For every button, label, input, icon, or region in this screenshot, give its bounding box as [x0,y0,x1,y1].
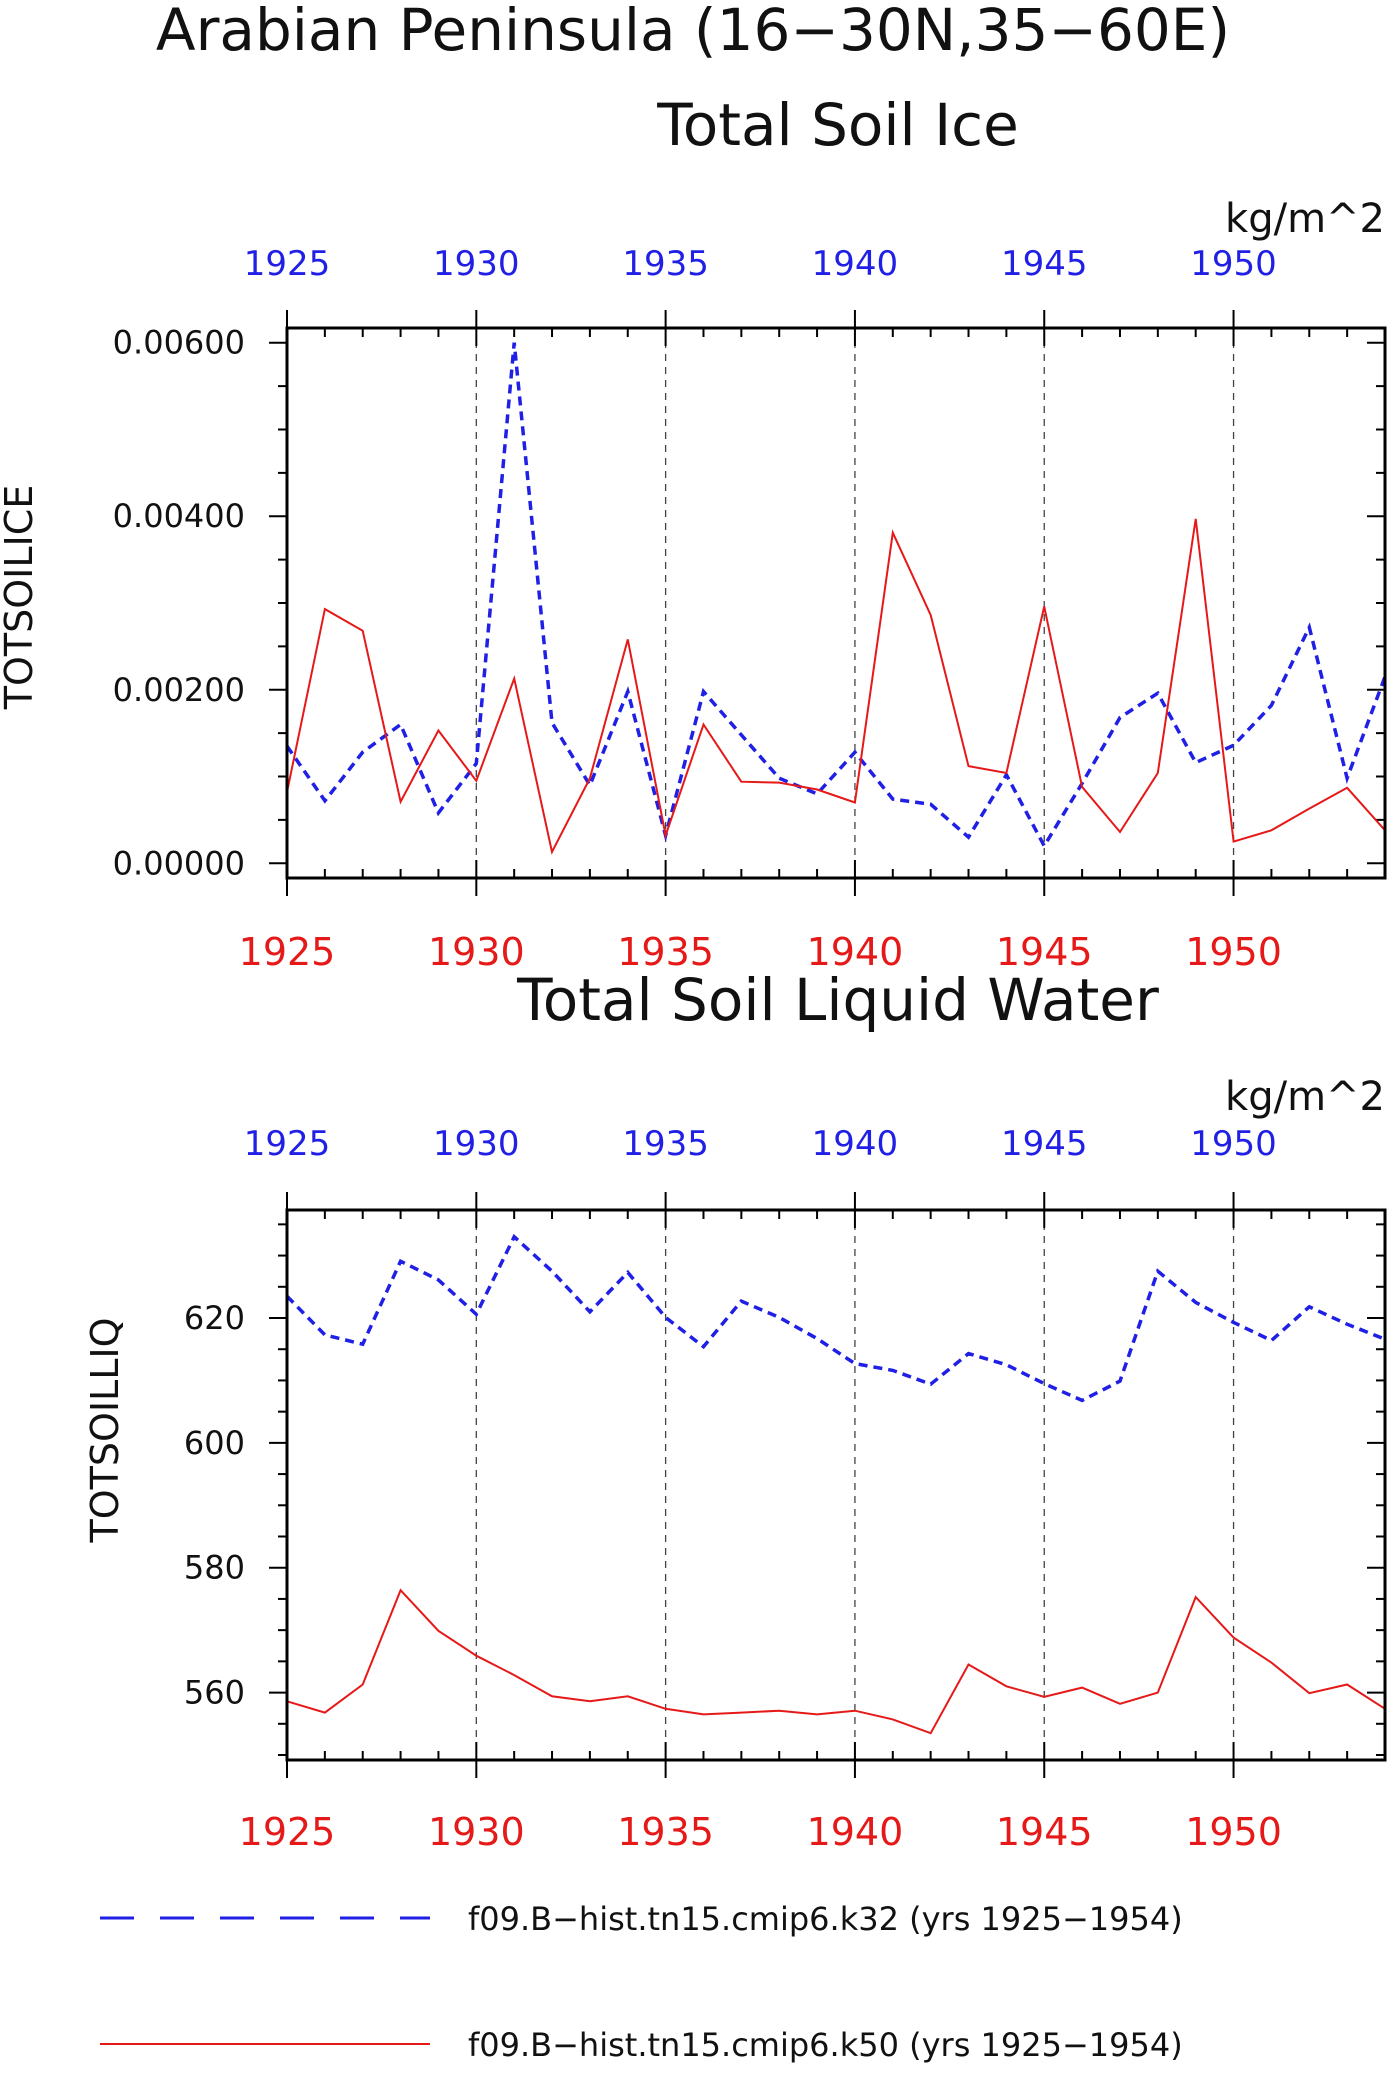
panel-soil-liquid-water: Total Soil Liquid Water kg/m^2 TOTSOILLI… [83,966,1387,1854]
x-tick-label-bottom: 1935 [617,1810,714,1854]
plot-frame [285,1208,1387,1762]
legend-label-k32: f09.B−hist.tn15.cmip6.k32 (yrs 1925−1954… [468,1900,1183,1938]
legend: f09.B−hist.tn15.cmip6.k32 (yrs 1925−1954… [100,1900,1183,2064]
panel-title: Total Soil Ice [656,91,1019,159]
x-tick-label-bottom: 1940 [807,930,904,974]
x-tick-label-bottom: 1925 [239,1810,336,1854]
x-tick-label-bottom: 1945 [996,930,1093,974]
x-tick-label-top: 1930 [433,244,520,284]
panel-soil-ice: Total Soil Ice kg/m^2 TOTSOILICE 0.00000… [0,91,1387,974]
units-label: kg/m^2 [1225,1074,1385,1120]
series-line-k50 [286,1588,1386,1735]
y-axis-label: TOTSOILICE [0,485,41,711]
y-tick-label: 600 [184,1424,245,1462]
x-tick-label-top: 1945 [1001,1124,1088,1164]
y-tick-label: 0.00000 [113,844,245,882]
x-tick-label-bottom: 1930 [428,1810,525,1854]
x-tick-label-top: 1950 [1190,244,1277,284]
series-line-k32 [285,1233,1386,1403]
series-line-k50 [286,518,1386,855]
y-axis-label: TOTSOILLIQ [83,1317,127,1543]
x-tick-label-top: 1925 [244,244,331,284]
x-tick-label-bottom: 1930 [428,930,525,974]
x-tick-label-top: 1940 [812,244,899,284]
x-tick-label-top: 1940 [812,1124,899,1164]
series-line-k32 [285,342,1387,850]
x-tick-label-bottom: 1945 [996,1810,1093,1854]
x-tick-label-bottom: 1950 [1185,930,1282,974]
x-tick-label-bottom: 1950 [1185,1810,1282,1854]
x-tick-label-top: 1935 [622,244,709,284]
x-tick-label-top: 1935 [622,1124,709,1164]
x-tick-label-top: 1945 [1001,244,1088,284]
x-tick-label-bottom: 1940 [807,1810,904,1854]
y-tick-label: 0.00600 [113,324,245,362]
figure-title: Arabian Peninsula (16−30N,35−60E) [156,0,1230,64]
y-tick-label: 0.00200 [113,671,245,709]
legend-label-k50: f09.B−hist.tn15.cmip6.k50 (yrs 1925−1954… [468,2026,1183,2064]
panel-title: Total Soil Liquid Water [516,966,1159,1034]
y-tick-label: 580 [184,1549,245,1587]
y-tick-label: 0.00400 [113,497,245,535]
x-tick-label-top: 1930 [433,1124,520,1164]
y-tick-label: 560 [184,1674,245,1712]
x-tick-label-bottom: 1925 [239,930,336,974]
y-tick-label: 620 [184,1299,245,1337]
plot-frame [285,326,1387,880]
x-tick-label-bottom: 1935 [617,930,714,974]
x-tick-label-top: 1925 [244,1124,331,1164]
x-tick-label-top: 1950 [1190,1124,1277,1164]
units-label: kg/m^2 [1225,196,1385,242]
